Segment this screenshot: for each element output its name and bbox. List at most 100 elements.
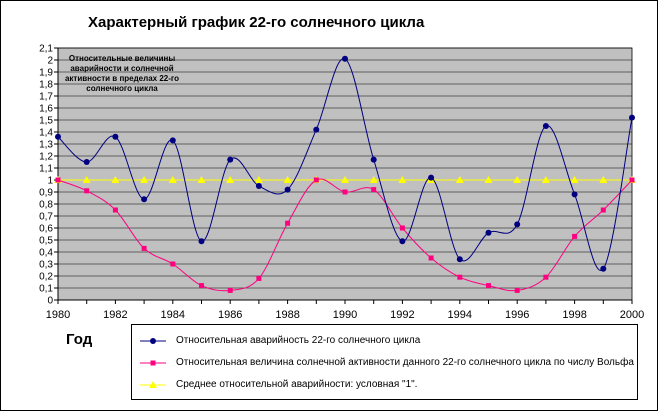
x-tick-label: 1994: [448, 309, 472, 321]
data-point-2: [484, 176, 493, 183]
data-point-2: [226, 176, 235, 183]
data-point-1: [199, 283, 204, 289]
data-point-1: [457, 274, 463, 280]
data-point-0: [313, 126, 320, 133]
legend-symbol-solar: [140, 360, 166, 366]
data-point-1: [227, 287, 233, 293]
plot-area: [58, 48, 632, 300]
y-tick-label: 0: [47, 296, 53, 307]
data-point-1: [112, 207, 118, 213]
data-point-0: [399, 238, 406, 245]
data-point-1: [399, 225, 405, 231]
data-point-1: [256, 275, 262, 281]
data-point-1: [141, 245, 147, 251]
data-point-0: [370, 156, 377, 163]
data-point-2: [140, 176, 149, 183]
data-point-0: [55, 133, 61, 140]
y-tick-label: 1,5: [39, 116, 53, 127]
y-tick-label: 1,8: [39, 80, 53, 91]
data-point-0: [255, 183, 262, 189]
y-tick-label: 2: [47, 56, 53, 67]
data-point-1: [428, 255, 434, 261]
y-tick-label: 0,3: [39, 260, 53, 271]
plot-border: [57, 47, 633, 301]
data-point-2: [398, 176, 407, 183]
data-point-1: [55, 177, 61, 183]
x-tick-label: 1984: [161, 309, 185, 321]
data-point-0: [198, 238, 205, 245]
data-point-2: [197, 176, 206, 183]
data-point-0: [342, 55, 348, 62]
legend-symbol-average: [140, 381, 166, 388]
y-tick-label: 0,9: [39, 188, 53, 199]
y-tick-label: 0,6: [39, 224, 53, 235]
legend-symbol-accidents: [140, 338, 166, 344]
y-tick-label: 1,2: [39, 152, 53, 163]
x-tick-label: 1996: [505, 309, 529, 321]
data-point-1: [170, 261, 176, 267]
data-point-2: [82, 176, 91, 183]
data-point-2: [369, 176, 378, 183]
y-tick-label: 1: [47, 176, 53, 187]
data-point-1: [600, 207, 606, 213]
y-tick-label: 1,4: [39, 128, 53, 139]
data-point-0: [629, 114, 635, 121]
data-point-0: [141, 196, 148, 203]
x-tick-label: 1986: [218, 309, 242, 321]
y-tick-label: 0,4: [39, 248, 53, 259]
data-point-2: [168, 176, 177, 183]
y-tick-label: 1,9: [39, 68, 53, 79]
y-tick-label: 1,7: [39, 92, 53, 103]
y-tick-label: 1,3: [39, 140, 53, 151]
data-point-0: [83, 159, 90, 165]
data-point-2: [455, 176, 464, 183]
data-point-0: [456, 256, 463, 263]
y-tick-label: 1,6: [39, 104, 53, 115]
data-point-0: [169, 137, 176, 144]
x-axis-label: Год: [66, 331, 93, 348]
data-point-0: [514, 221, 521, 228]
y-tick-label: 0,7: [39, 212, 53, 223]
data-point-2: [341, 176, 349, 183]
chart-annotation: Относительные величины аварийности и сол…: [64, 54, 180, 93]
data-point-2: [111, 176, 120, 183]
data-point-0: [112, 133, 119, 140]
y-tick-label: 0,5: [39, 236, 53, 247]
chart-title: Характерный график 22-го солнечного цикл…: [88, 14, 425, 31]
data-point-0: [284, 186, 291, 193]
data-point-1: [629, 177, 635, 183]
x-tick-label: 2000: [620, 309, 644, 321]
legend: Относительная аварийность 22-го солнечно…: [131, 324, 638, 400]
y-tick-label: 2,1: [39, 44, 53, 55]
data-point-1: [313, 177, 319, 183]
data-point-1: [486, 283, 491, 289]
x-tick-label: 1992: [390, 309, 414, 321]
x-tick-label: 1982: [103, 309, 127, 321]
data-point-1: [572, 233, 578, 239]
data-point-1: [514, 287, 520, 293]
x-tick-label: 1998: [562, 309, 586, 321]
y-tick-label: 0,1: [39, 284, 53, 295]
data-point-2: [541, 176, 550, 183]
data-point-2: [513, 176, 522, 183]
data-point-1: [342, 189, 348, 195]
data-point-1: [371, 187, 377, 193]
data-point-0: [485, 229, 492, 236]
data-point-1: [543, 274, 549, 280]
data-point-0: [428, 174, 435, 181]
legend-label-solar: Относительная величина солнечной активно…: [176, 357, 634, 368]
y-tick-label: 0,2: [39, 272, 53, 283]
x-tick-label: 1988: [275, 309, 299, 321]
legend-label-accidents: Относительная аварийность 22-го солнечно…: [176, 335, 421, 346]
data-point-2: [570, 176, 579, 183]
data-point-2: [283, 176, 292, 183]
y-tick-label: 0,8: [39, 200, 53, 211]
data-point-0: [542, 123, 549, 129]
data-point-0: [600, 265, 607, 272]
data-point-0: [571, 191, 578, 198]
y-tick-label: 1,1: [39, 164, 53, 175]
data-point-1: [84, 188, 90, 194]
data-point-0: [227, 156, 234, 163]
x-tick-label: 1980: [46, 309, 70, 321]
